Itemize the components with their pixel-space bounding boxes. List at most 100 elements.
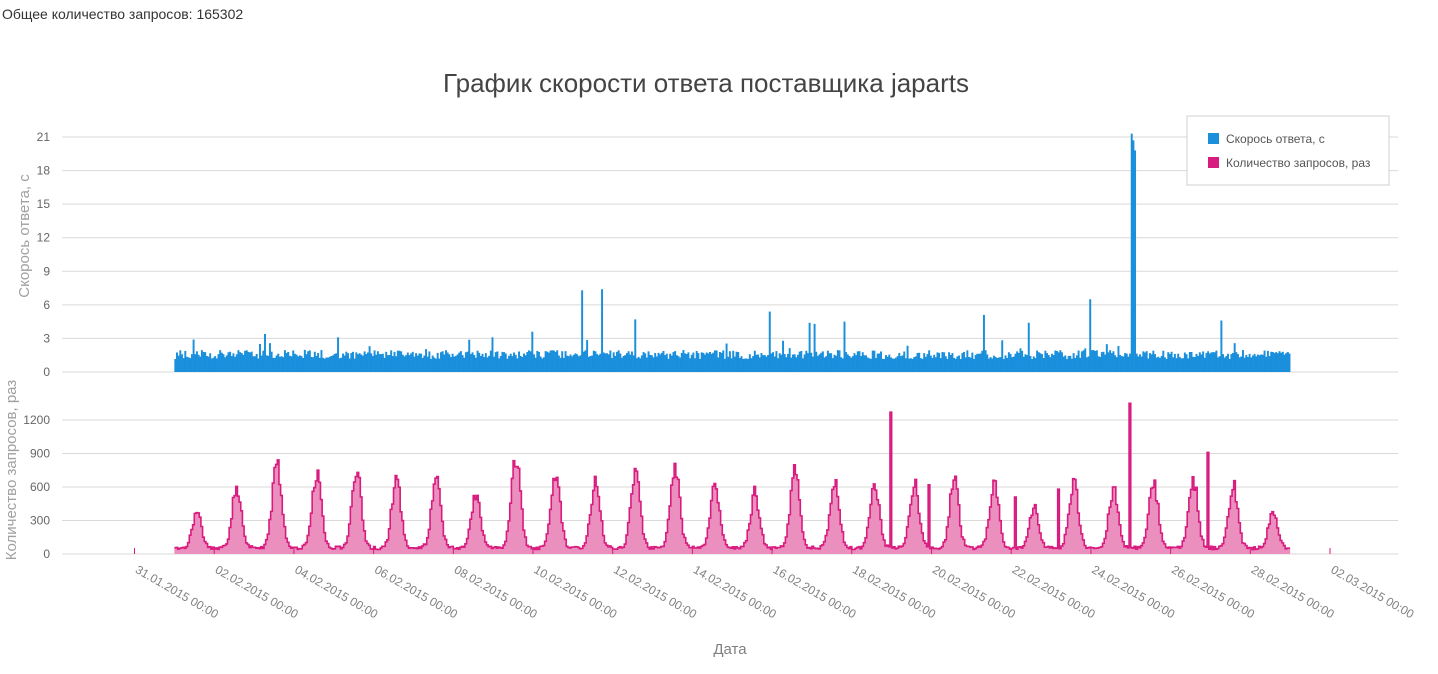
x-tick-label: 04.02.2015 00:00 [292,562,380,621]
speed-bar [1278,351,1281,372]
speed-bar [1162,350,1165,372]
speed-bar [856,351,859,372]
speed-bar [222,354,225,372]
speed-bar [850,357,853,372]
speed-bar [240,353,243,372]
speed-bar [597,355,600,372]
speed-bar [973,358,975,372]
speed-bar [710,353,713,372]
speed-bar [396,350,399,372]
speed-bar [798,351,801,372]
speed-bar [225,355,228,372]
speed-bar [254,356,257,372]
speed-bar [526,352,529,372]
speed-bar [561,351,564,372]
speed-bar [342,353,345,372]
speed-bar [981,350,984,372]
speed-bar [1233,343,1236,372]
speed-bar [611,358,613,372]
speed-bar [381,353,384,372]
speed-bar [1285,353,1288,372]
speed-bar [1152,350,1155,372]
speed-bar [401,354,404,372]
speed-bar [1222,354,1225,372]
speed-bar [577,356,580,372]
speed-bar [562,357,565,372]
speed-bar [745,358,748,372]
speed-bar [1127,356,1130,372]
speed-bar [639,358,642,372]
speed-bar [778,353,781,372]
speed-bar [1067,356,1070,372]
speed-bar [871,350,874,372]
speed-bar [1011,357,1014,372]
speed-bar [1034,357,1037,372]
speed-bar [250,351,253,372]
speed-bar [1080,351,1083,372]
speed-y-tick-label: 12 [37,231,51,245]
speed-bar [861,352,864,372]
speed-bar [431,355,434,372]
speed-bar [546,351,549,372]
speed-bar [350,352,353,372]
speed-bar [413,356,416,372]
speed-bar [366,352,369,372]
speed-bar [675,355,678,372]
x-tick-label: 28.02.2015 00:00 [1249,562,1337,621]
speed-bar [811,356,814,372]
speed-bar [322,357,325,372]
speed-bar [918,352,921,372]
speed-bar [443,354,446,372]
speed-bar [1125,353,1128,372]
speed-bar [632,355,635,372]
speed-bar [728,351,731,372]
speed-bar [727,356,730,372]
speed-bar [400,351,403,372]
speed-bar [748,354,751,372]
speed-bar [1114,355,1117,372]
speed-bar [1217,357,1220,372]
speed-bar [1246,356,1249,372]
speed-bar [273,357,276,372]
speed-bar [1037,352,1040,372]
speed-bar [750,358,753,372]
speed-bar [916,352,919,372]
speed-bar [353,358,356,372]
speed-bar [1087,356,1090,372]
speed-bar [1007,352,1010,372]
speed-bar [312,357,315,372]
speed-bar [992,355,995,372]
speed-bar [1006,357,1009,372]
speed-bar [674,351,677,372]
speed-bar [939,358,942,372]
speed-bar [1251,355,1254,372]
speed-bar [921,358,924,372]
speed-bar [772,352,775,372]
speed-bar [1230,354,1233,372]
speed-bar [528,350,530,372]
speed-bar [1077,350,1080,372]
speed-bar [551,350,554,372]
total-requests-label: Общее количество запросов: 165302 [2,6,244,22]
speed-bar [609,350,612,372]
speed-bar [1172,357,1175,372]
speed-bar [702,352,705,372]
speed-bar [1102,351,1105,372]
speed-bar [192,339,195,372]
speed-bar [594,351,597,372]
speed-bar [909,358,912,372]
speed-bar [484,353,487,372]
speed-bar [1240,356,1243,372]
speed-bar [1004,355,1007,372]
speed-bar [449,357,452,372]
speed-bar [889,357,892,372]
speed-bar [395,356,398,372]
speed-bar [1124,353,1127,372]
speed-bar [707,353,710,372]
speed-bar [994,356,997,372]
speed-bar [288,355,291,372]
speed-bar [315,355,318,372]
speed-bar [1097,356,1100,372]
speed-bar [669,353,672,372]
speed-bar [1042,358,1045,372]
